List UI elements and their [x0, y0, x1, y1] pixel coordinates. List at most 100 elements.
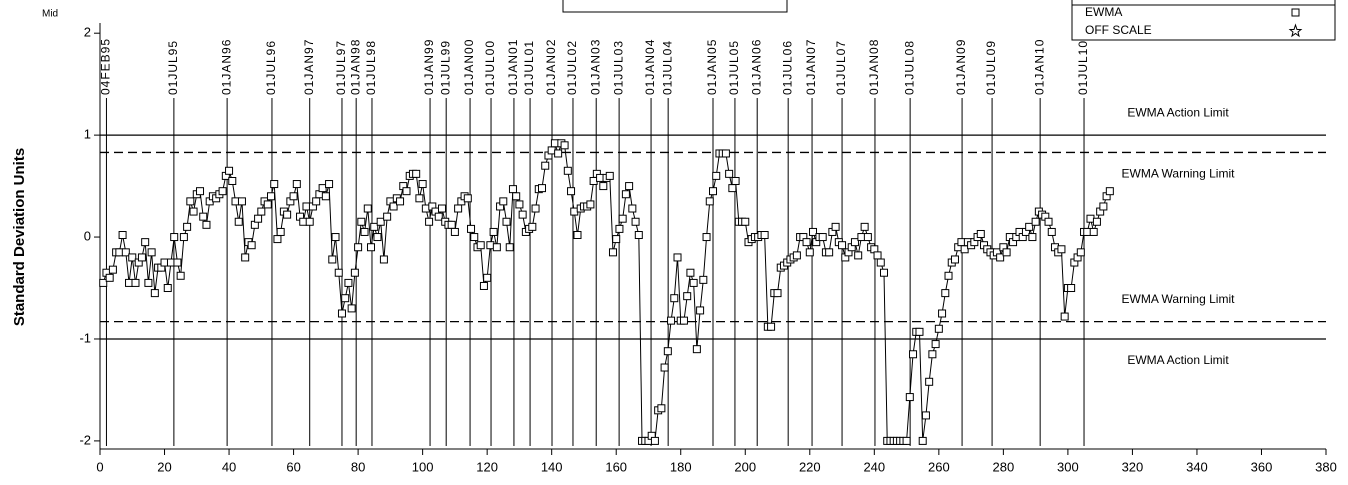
- point: [702, 233, 711, 242]
- point: [470, 233, 479, 242]
- point: [725, 169, 734, 178]
- point: [1076, 248, 1085, 257]
- x-tick-label: 100: [412, 459, 434, 474]
- point: [863, 233, 872, 242]
- x-tick-label: 320: [1122, 459, 1144, 474]
- point: [686, 268, 695, 277]
- point: [528, 222, 537, 231]
- point: [1092, 217, 1101, 226]
- point: [567, 187, 576, 196]
- point: [196, 187, 205, 196]
- point: [586, 200, 595, 209]
- point: [928, 350, 937, 359]
- point: [225, 166, 234, 175]
- point: [608, 248, 617, 257]
- date-label: 01JAN96: [219, 39, 233, 95]
- date-label: 01JAN00: [462, 39, 476, 95]
- point: [357, 217, 366, 226]
- point: [118, 231, 127, 240]
- point: [660, 363, 669, 372]
- point: [367, 243, 376, 252]
- point: [1057, 245, 1066, 254]
- point: [257, 207, 266, 216]
- point: [108, 265, 117, 274]
- point: [860, 222, 869, 231]
- point: [809, 227, 818, 236]
- point: [363, 204, 372, 213]
- point: [1028, 233, 1037, 242]
- point: [938, 309, 947, 318]
- point: [1060, 312, 1069, 321]
- point: [728, 184, 737, 193]
- x-tick-label: 40: [222, 459, 236, 474]
- point: [831, 222, 840, 231]
- point: [699, 275, 708, 284]
- date-label: 01JUL01: [522, 40, 536, 95]
- point: [573, 231, 582, 240]
- point: [625, 182, 634, 191]
- point: [1047, 227, 1056, 236]
- point: [915, 327, 924, 336]
- point: [805, 248, 814, 257]
- date-label: 01JAN10: [1032, 39, 1046, 95]
- y-tick-label: 2: [84, 25, 91, 40]
- point: [560, 141, 569, 150]
- x-tick-label: 140: [541, 459, 563, 474]
- date-label: 01JUL07: [834, 40, 848, 95]
- date-label: 04FEB95: [99, 38, 113, 95]
- point: [628, 204, 637, 213]
- point: [141, 238, 150, 247]
- point: [170, 233, 179, 242]
- point: [1044, 217, 1053, 226]
- point: [292, 180, 301, 189]
- point: [347, 304, 356, 313]
- y-tick-label: 0: [84, 228, 91, 243]
- point: [183, 222, 192, 231]
- x-tick-label: 340: [1186, 459, 1208, 474]
- date-label: 01JUL08: [902, 40, 916, 95]
- legend-label: EWMA: [1085, 5, 1122, 19]
- point: [792, 251, 801, 260]
- reference-label: EWMA Warning Limit: [1122, 292, 1236, 306]
- point: [538, 184, 547, 193]
- date-label: 01JUL05: [727, 40, 741, 95]
- point: [518, 210, 527, 219]
- point: [376, 217, 385, 226]
- point: [179, 233, 188, 242]
- point: [1025, 222, 1034, 231]
- point: [1086, 214, 1095, 223]
- point: [489, 227, 498, 236]
- date-label: 01JAN01: [506, 39, 520, 95]
- point: [389, 202, 398, 211]
- point: [1031, 217, 1040, 226]
- point: [1099, 202, 1108, 211]
- date-label: 01JAN97: [302, 39, 316, 95]
- point: [531, 204, 540, 213]
- point: [150, 289, 159, 298]
- x-tick-label: 260: [928, 459, 950, 474]
- point: [415, 194, 424, 203]
- point: [921, 411, 930, 420]
- point: [615, 224, 624, 233]
- point: [767, 322, 776, 331]
- point: [760, 231, 769, 240]
- point: [273, 235, 282, 244]
- point: [850, 238, 859, 247]
- point: [941, 289, 950, 298]
- point: [570, 207, 579, 216]
- point: [976, 229, 985, 238]
- point: [373, 233, 382, 242]
- point: [189, 207, 198, 216]
- y-tick-label: -2: [79, 432, 91, 447]
- point: [857, 233, 866, 242]
- point: [563, 166, 572, 175]
- point: [350, 268, 359, 277]
- point: [299, 217, 308, 226]
- point: [483, 273, 492, 282]
- point: [254, 214, 263, 223]
- point: [402, 187, 411, 196]
- point: [667, 316, 676, 325]
- point: [683, 292, 692, 301]
- point: [709, 187, 717, 196]
